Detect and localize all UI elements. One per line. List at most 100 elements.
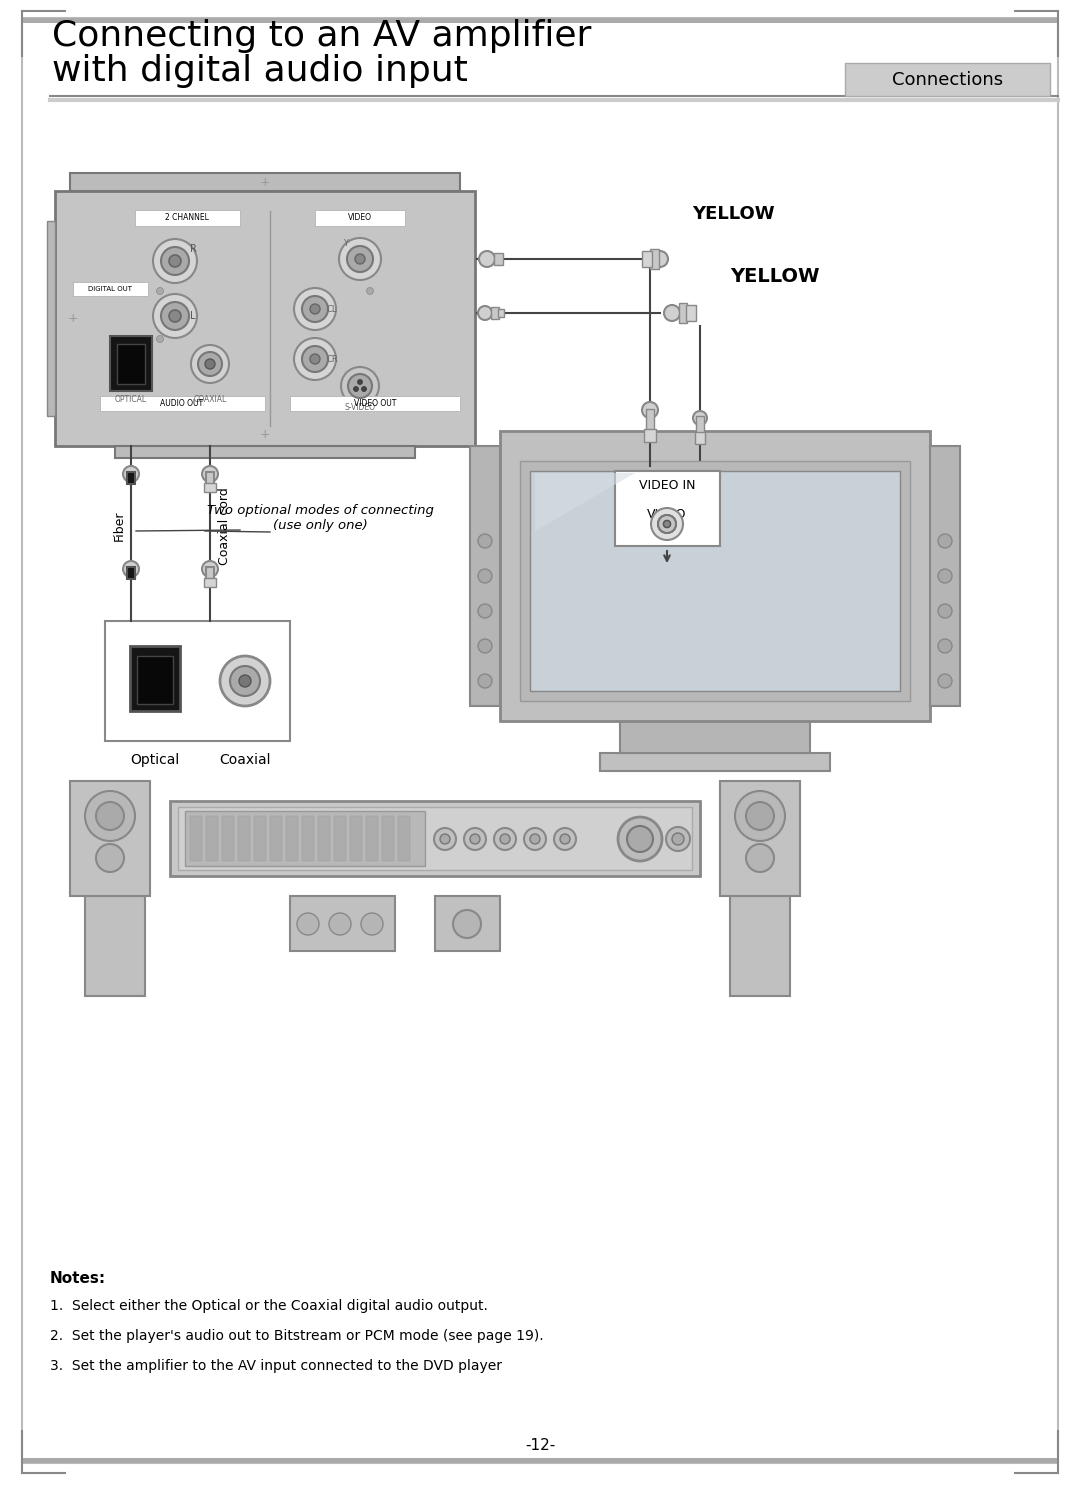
Text: YELLOW: YELLOW: [730, 267, 820, 285]
Bar: [137, 656, 173, 704]
Circle shape: [652, 508, 681, 540]
Text: 3.  Set the amplifier to the AV input connected to the DVD player: 3. Set the amplifier to the AV input con…: [50, 1358, 502, 1373]
Text: VIDEO IN: VIDEO IN: [638, 479, 696, 492]
Bar: [22, 1458, 1058, 1463]
Circle shape: [202, 561, 218, 577]
Bar: [291, 896, 395, 951]
Bar: [686, 306, 696, 321]
Bar: [730, 896, 789, 996]
Bar: [270, 816, 282, 860]
Circle shape: [664, 306, 680, 321]
Circle shape: [494, 828, 516, 850]
Bar: [170, 801, 700, 877]
Circle shape: [642, 403, 658, 417]
Circle shape: [297, 912, 319, 935]
Circle shape: [663, 520, 671, 528]
Circle shape: [361, 912, 383, 935]
Text: Coaxial: Coaxial: [219, 753, 271, 766]
Text: Coaxial cord: Coaxial cord: [218, 488, 231, 565]
Bar: [286, 816, 298, 860]
Circle shape: [478, 674, 492, 687]
Circle shape: [939, 534, 951, 549]
Text: +: +: [68, 313, 79, 325]
Circle shape: [478, 306, 492, 321]
Bar: [500, 431, 930, 722]
Text: Connecting to an AV amplifier: Connecting to an AV amplifier: [52, 19, 592, 54]
Circle shape: [666, 828, 690, 851]
Bar: [204, 579, 216, 587]
Circle shape: [939, 570, 951, 583]
Text: Optical: Optical: [131, 753, 179, 766]
Circle shape: [153, 239, 197, 283]
Circle shape: [663, 520, 671, 528]
Bar: [620, 722, 810, 753]
Circle shape: [658, 514, 676, 532]
Bar: [48, 221, 55, 416]
Circle shape: [672, 833, 684, 845]
Bar: [302, 816, 314, 860]
Text: Notes:: Notes:: [50, 1270, 106, 1287]
Circle shape: [85, 792, 135, 841]
Circle shape: [339, 239, 381, 280]
Bar: [720, 781, 800, 896]
Circle shape: [530, 833, 540, 844]
Circle shape: [524, 828, 546, 850]
Bar: [206, 567, 214, 579]
Bar: [73, 282, 148, 297]
Bar: [696, 432, 705, 444]
Text: DIGITAL OUT: DIGITAL OUT: [87, 286, 132, 292]
Text: AUDIO OUT: AUDIO OUT: [161, 400, 203, 409]
Circle shape: [302, 346, 328, 371]
Circle shape: [310, 304, 320, 315]
Text: 2.  Set the player's audio out to Bitstream or PCM mode (see page 19).: 2. Set the player's audio out to Bitstre…: [50, 1328, 543, 1343]
Text: COAXIAL: COAXIAL: [193, 395, 227, 404]
Bar: [366, 816, 378, 860]
Bar: [318, 816, 330, 860]
Circle shape: [96, 802, 124, 830]
Circle shape: [168, 310, 181, 322]
Text: with digital audio input: with digital audio input: [52, 54, 468, 88]
Circle shape: [470, 833, 480, 844]
Bar: [254, 816, 266, 860]
Circle shape: [480, 250, 495, 267]
Bar: [135, 210, 240, 227]
Bar: [494, 253, 503, 265]
Circle shape: [157, 335, 163, 343]
Circle shape: [347, 246, 373, 271]
Bar: [110, 335, 152, 391]
Bar: [696, 416, 704, 434]
Circle shape: [123, 561, 139, 577]
Circle shape: [230, 666, 260, 696]
Circle shape: [746, 844, 774, 872]
Circle shape: [554, 828, 576, 850]
Circle shape: [561, 833, 570, 844]
Text: Y: Y: [343, 239, 349, 248]
Bar: [238, 816, 249, 860]
Text: YELLOW: YELLOW: [692, 204, 774, 224]
Circle shape: [478, 534, 492, 549]
Text: S-VIDEO: S-VIDEO: [345, 404, 376, 413]
Text: CL: CL: [327, 304, 337, 313]
Circle shape: [205, 359, 215, 368]
Text: Two optional modes of connecting
(use only one): Two optional modes of connecting (use on…: [206, 504, 433, 532]
Bar: [644, 429, 656, 441]
Bar: [117, 344, 145, 385]
Bar: [642, 250, 652, 267]
Circle shape: [355, 253, 365, 264]
Text: Fiber: Fiber: [112, 511, 125, 541]
Bar: [85, 896, 145, 996]
Circle shape: [939, 604, 951, 617]
Bar: [498, 309, 504, 318]
Bar: [315, 210, 405, 227]
Circle shape: [652, 250, 669, 267]
Circle shape: [341, 367, 379, 406]
Bar: [291, 397, 460, 412]
Bar: [130, 646, 180, 711]
Bar: [350, 816, 362, 860]
Circle shape: [939, 674, 951, 687]
Text: VIDEO IN: VIDEO IN: [638, 482, 696, 494]
Circle shape: [478, 570, 492, 583]
Text: 2 CHANNEL: 2 CHANNEL: [165, 213, 208, 222]
Bar: [127, 567, 135, 579]
Bar: [679, 303, 687, 324]
